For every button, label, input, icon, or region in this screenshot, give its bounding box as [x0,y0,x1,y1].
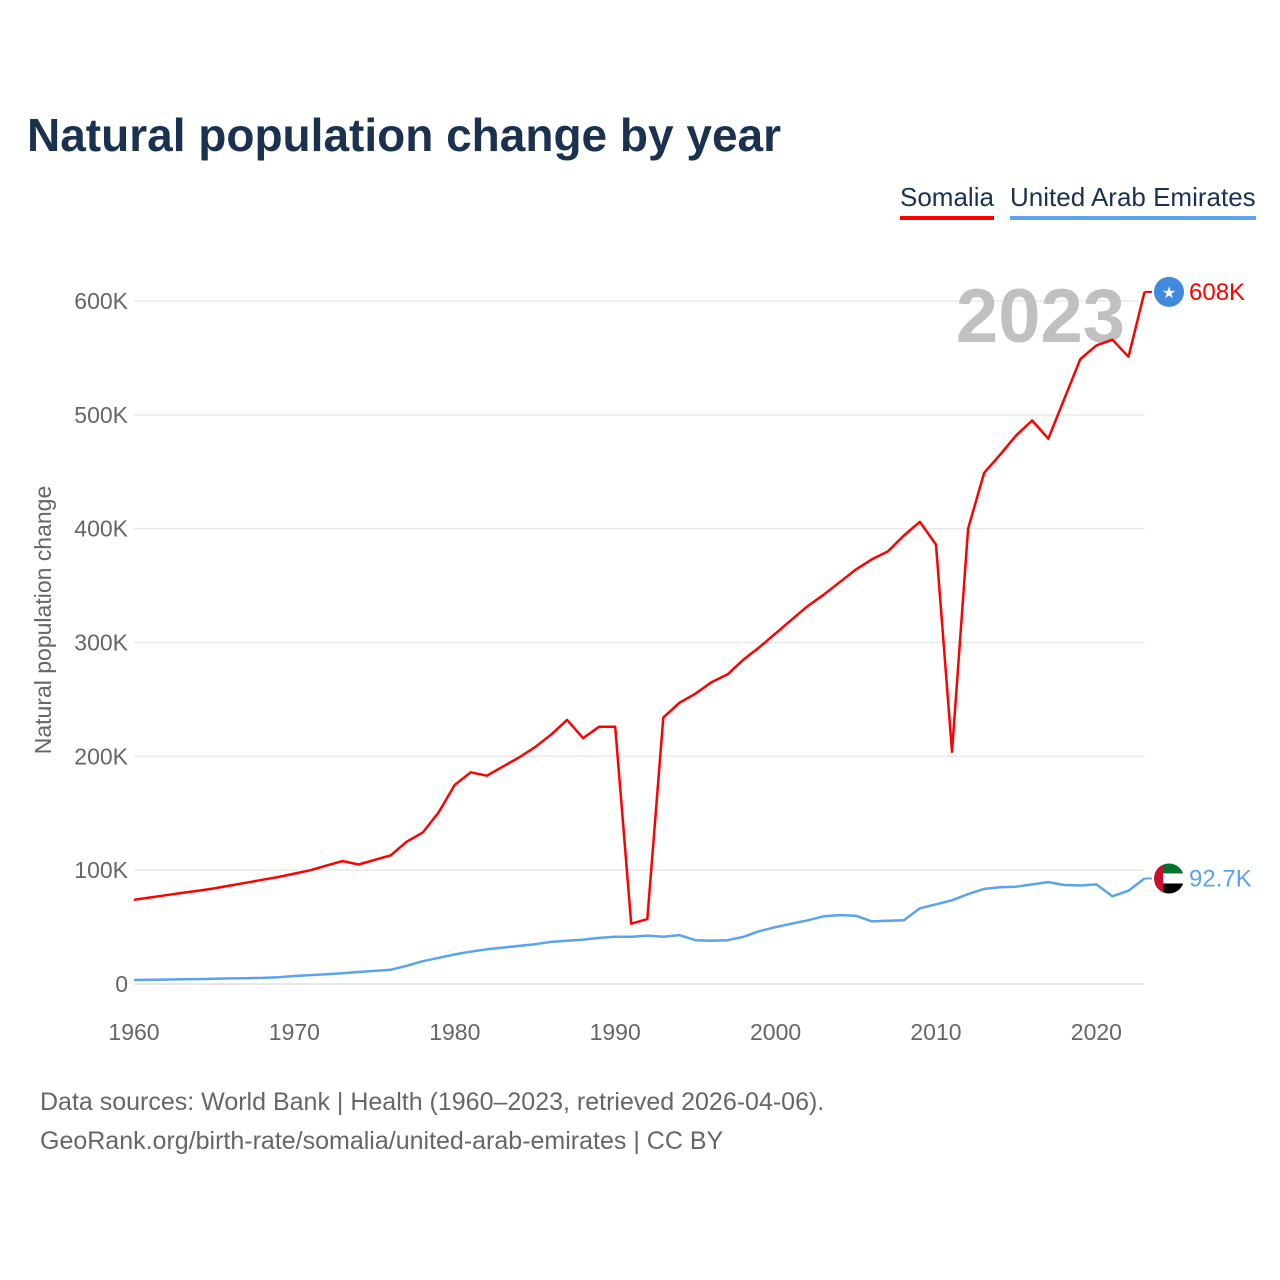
x-tick-label: 2010 [910,1019,961,1045]
x-tick-label: 1990 [590,1019,641,1045]
uae-flag-icon [1154,863,1184,894]
y-tick-label: 500K [74,402,128,428]
x-tick-label: 2000 [750,1019,801,1045]
svg-text:★: ★ [1162,285,1176,302]
end-value-label: 92.7K [1189,865,1252,892]
y-tick-label: 100K [74,857,128,883]
legend-united-arab-emirates[interactable]: United Arab Emirates [1010,182,1256,220]
x-tick-label: 1970 [269,1019,320,1045]
y-tick-label: 300K [74,630,128,656]
y-tick-label: 0 [115,971,128,997]
somalia-flag-icon: ★ [1154,276,1184,307]
year-watermark: 2023 [956,274,1125,359]
footer-sources: Data sources: World Bank | Health (1960–… [40,1088,825,1116]
x-tick-label: 1980 [429,1019,480,1045]
x-tick-label: 1960 [108,1019,159,1045]
footer-link[interactable]: GeoRank.org/birth-rate/somalia/united-ar… [40,1127,724,1155]
y-tick-label: 400K [74,516,128,542]
series-line-somalia[interactable] [133,291,1146,925]
end-value-label: 608K [1189,279,1245,306]
series-line-uae[interactable] [133,877,1146,982]
y-tick-label: 200K [74,743,128,769]
chart-title: Natural population change by year [27,109,782,161]
y-tick-label: 600K [74,288,128,314]
y-axis-label: Natural population change [30,486,56,755]
x-tick-label: 2020 [1071,1019,1122,1045]
legend-somalia[interactable]: Somalia [900,182,994,220]
